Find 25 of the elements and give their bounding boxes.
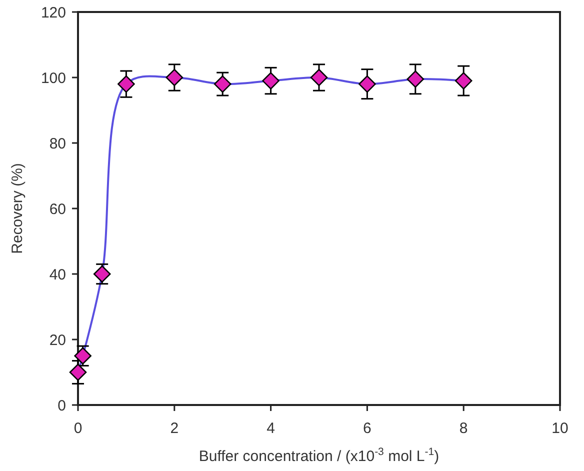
y-axis-title: Recovery (%): [9, 163, 26, 254]
point: [310, 68, 328, 86]
point: [118, 75, 135, 93]
point: [214, 75, 232, 93]
x-axis-title: Buffer concentration / (x10$^{-3}$ mol L$^{-1}$): [198, 446, 440, 465]
x-tick-label: 10: [552, 420, 568, 437]
x-tick-label: 2: [170, 420, 179, 437]
point: [74, 347, 92, 365]
x-tick-label: 4: [266, 420, 275, 437]
y-tick-label: 100: [40, 70, 66, 87]
point: [454, 72, 472, 90]
y-tick-label: 120: [40, 4, 66, 22]
point: [69, 364, 87, 381]
x-tick-label: 0: [74, 420, 82, 437]
point: [406, 70, 424, 88]
point: [262, 72, 280, 90]
y-tick-label: 60: [49, 200, 66, 218]
y-tick-label: 20: [49, 332, 66, 349]
x-tick-label: 8: [459, 420, 468, 437]
y-tick-label: 40: [49, 266, 66, 284]
point: [166, 68, 184, 86]
y-tick-label: 0: [58, 397, 66, 414]
y-tick-label: 80: [49, 135, 66, 152]
x-tick-label: 6: [363, 420, 372, 437]
point: [358, 75, 376, 93]
